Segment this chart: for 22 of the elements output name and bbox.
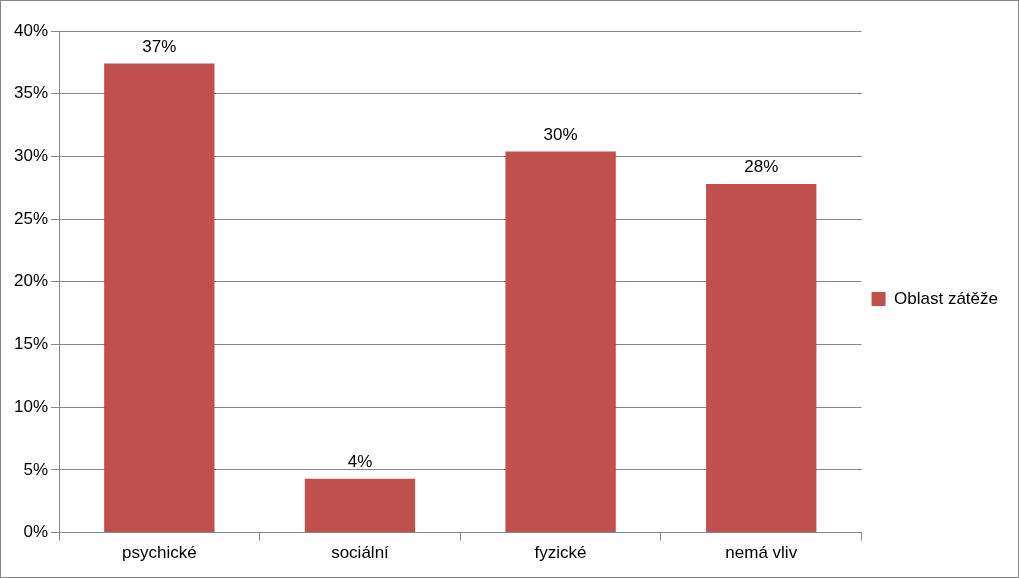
x-tick-label: nemá vliv [725,543,798,563]
bar [104,63,215,533]
y-tick-label: 5% [23,459,49,479]
x-tick-label: fyzické [534,543,587,563]
y-tick-label: 30% [13,146,49,166]
y-tick-label: 10% [13,396,49,416]
y-tick-label: 0% [23,522,49,542]
x-tick-label: psychické [122,543,197,563]
data-label: 28% [744,157,779,177]
data-label: 30% [543,124,578,144]
y-tick-label: 40% [13,20,49,40]
y-tick-label: 20% [13,271,49,291]
x-tick-label: sociální [331,543,390,563]
legend-label: Oblast zátěže [894,288,999,308]
y-tick-label: 35% [13,83,49,103]
data-label: 4% [347,451,373,471]
data-label: 37% [142,36,177,56]
bar [706,183,817,533]
bar [505,151,616,533]
bar [304,478,416,533]
y-tick-label: 25% [13,208,49,228]
y-tick-label: 15% [13,334,49,354]
